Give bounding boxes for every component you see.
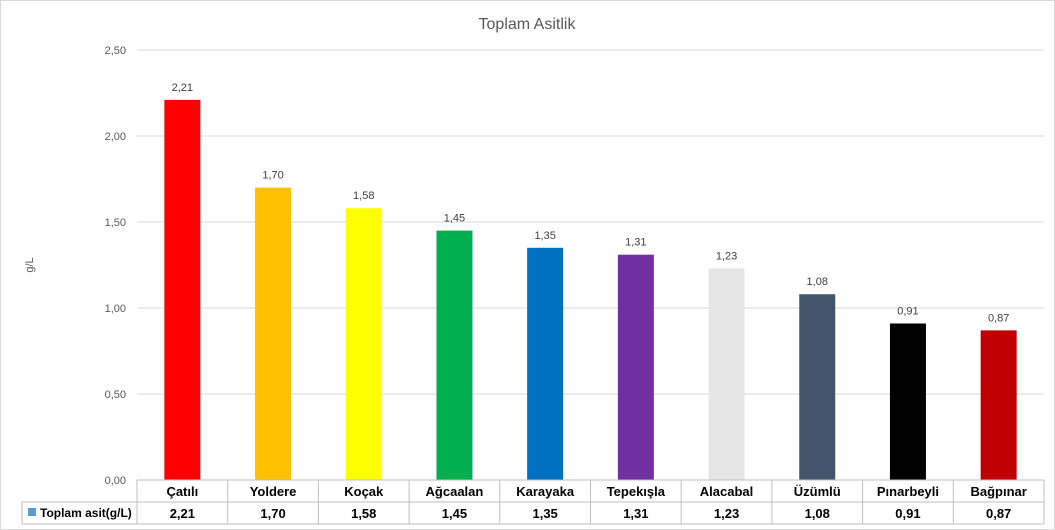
y-tick-label: 2,50 [105,45,126,57]
bar [889,323,926,480]
y-axis-ticks: 0,00 0,50 1,00 1,50 2,00 2,50 [105,45,126,487]
bar [708,268,745,480]
y-axis-label: g/L [24,257,36,272]
table-value: 2,21 [170,506,195,521]
legend-key [28,508,36,516]
table-value: 1,23 [714,506,739,521]
y-tick-label: 0,50 [105,389,126,401]
category-label: Çatılı [166,484,198,499]
data-label: 1,45 [444,213,465,225]
y-tick-label: 1,00 [105,303,126,315]
category-label: Bağpınar [970,484,1026,499]
bar [980,330,1017,480]
bar [527,247,564,480]
category-label: Karayaka [516,484,575,499]
table-value: 1,70 [260,506,285,521]
table-value: 0,91 [895,506,920,521]
y-tick-label: 1,50 [105,217,126,229]
data-label: 0,87 [988,312,1009,324]
y-tick-label: 2,00 [105,131,126,143]
data-table: Çatılı 2,21 Yoldere 1,70 Koçak 1,58 Ağcaalan 1,… [21,479,1045,525]
chart-title: Toplam Asitlik [479,16,577,33]
bar [799,294,836,480]
category-label: Pınarbeyli [877,484,939,499]
data-label: 1,70 [262,170,283,182]
data-label: 1,35 [534,230,555,242]
data-label: 1,31 [625,237,646,249]
category-label: Yoldere [250,484,297,499]
category-label: Üzümlü [794,484,841,499]
table-value: 1,58 [351,506,376,521]
category-label: Alacabal [700,484,753,499]
category-label: Tepekışla [607,484,666,499]
bar [255,187,292,480]
legend-label: Toplam asit(g/L) [40,506,132,520]
category-label: Koçak [344,484,384,499]
data-label: 1,23 [716,250,737,262]
table-value: 1,35 [532,506,557,521]
table-value: 0,87 [986,506,1011,521]
bar [345,208,382,481]
data-label: 0,91 [897,305,918,317]
table-value: 1,08 [805,506,830,521]
table-value: 1,31 [623,506,648,521]
data-label: 1,58 [353,190,374,202]
category-label: Ağcaalan [426,484,484,499]
bar [617,254,654,480]
data-labels: 2,21 1,70 1,58 1,45 1,35 1,31 1,23 1,08 0,91 0,87 [172,82,1010,324]
bars [164,99,1017,481]
y-tick-label: 0,00 [105,475,126,487]
data-label: 1,08 [807,276,828,288]
bar [164,99,201,480]
bar [436,230,473,480]
table-value: 1,45 [442,506,467,521]
data-label: 2,21 [172,82,193,94]
